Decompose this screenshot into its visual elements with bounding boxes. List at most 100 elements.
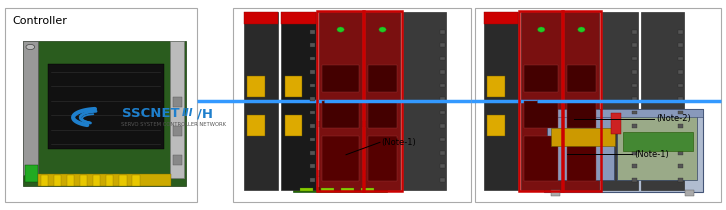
Bar — [524, 101, 558, 128]
Bar — [484, 12, 518, 190]
Bar — [678, 111, 683, 114]
Bar — [624, 132, 693, 151]
Bar — [441, 124, 446, 128]
Bar — [310, 97, 315, 101]
Bar — [441, 138, 446, 141]
Bar — [632, 43, 637, 47]
Bar — [293, 187, 387, 192]
Bar — [678, 151, 683, 155]
Bar — [244, 12, 278, 24]
Bar — [106, 176, 113, 186]
Text: (Note-1): (Note-1) — [635, 150, 669, 159]
Ellipse shape — [578, 27, 585, 32]
Bar — [23, 41, 38, 176]
Bar — [248, 115, 265, 136]
Bar — [562, 11, 601, 191]
Bar — [484, 12, 518, 24]
Bar — [678, 43, 683, 47]
Bar — [333, 118, 348, 170]
Bar — [310, 164, 315, 168]
Bar — [310, 111, 315, 114]
Bar — [310, 43, 315, 47]
Bar — [310, 70, 315, 74]
Bar — [567, 136, 596, 181]
Bar — [521, 12, 561, 190]
Ellipse shape — [337, 27, 344, 32]
Bar — [441, 164, 446, 168]
Bar — [632, 57, 637, 60]
Bar — [632, 97, 637, 101]
Bar — [678, 124, 683, 128]
Bar — [173, 97, 182, 107]
Bar — [678, 178, 683, 182]
Bar — [564, 12, 599, 190]
Bar — [441, 97, 446, 101]
Bar — [632, 70, 637, 74]
Bar — [68, 176, 75, 186]
Bar — [310, 84, 315, 87]
Bar — [441, 111, 446, 114]
Bar — [132, 176, 139, 186]
Bar — [311, 121, 369, 126]
Bar — [678, 30, 683, 34]
Bar — [632, 138, 637, 141]
Bar — [322, 65, 359, 92]
Bar — [310, 178, 315, 182]
Bar — [23, 41, 186, 186]
Bar — [441, 70, 446, 74]
Bar — [487, 115, 505, 136]
Bar — [310, 57, 315, 60]
Bar — [322, 136, 359, 181]
Ellipse shape — [26, 44, 35, 50]
Bar — [544, 109, 703, 117]
Bar — [632, 84, 637, 87]
Ellipse shape — [538, 27, 545, 32]
Bar — [524, 136, 558, 181]
Bar — [678, 97, 683, 101]
Bar — [310, 138, 315, 141]
Text: Controller: Controller — [12, 16, 67, 26]
Bar — [441, 57, 446, 60]
Bar — [322, 101, 359, 128]
Bar — [285, 115, 302, 136]
Bar — [632, 124, 637, 128]
Bar — [567, 101, 596, 128]
Bar — [310, 151, 315, 155]
Bar — [678, 164, 683, 168]
Bar — [368, 101, 397, 128]
Bar — [544, 109, 703, 192]
Text: (Note-1): (Note-1) — [381, 138, 416, 147]
Bar — [5, 8, 197, 202]
Bar — [632, 151, 637, 155]
Bar — [602, 12, 638, 190]
Bar — [368, 136, 397, 181]
Bar — [25, 165, 38, 182]
Bar — [80, 176, 87, 186]
Bar — [551, 128, 615, 146]
Text: SERVO SYSTEM CONTROLLER NETWORK: SERVO SYSTEM CONTROLLER NETWORK — [121, 122, 226, 127]
Bar — [38, 175, 171, 186]
Bar — [547, 115, 614, 180]
Bar — [611, 113, 621, 134]
Bar — [93, 176, 100, 186]
Bar — [685, 190, 693, 196]
Bar — [321, 188, 334, 191]
Bar — [308, 170, 372, 176]
Bar — [317, 11, 364, 191]
Bar — [310, 124, 315, 128]
Bar — [567, 65, 596, 92]
Bar — [301, 176, 380, 188]
Bar — [519, 11, 563, 191]
Bar — [41, 176, 49, 186]
Bar — [285, 76, 302, 97]
Bar — [632, 111, 637, 114]
Bar — [244, 12, 278, 190]
Bar — [441, 178, 446, 182]
Bar — [441, 43, 446, 47]
Bar — [678, 138, 683, 141]
Bar — [365, 12, 400, 190]
Bar — [632, 30, 637, 34]
Bar — [281, 12, 316, 190]
Bar — [678, 70, 683, 74]
Bar — [319, 12, 362, 190]
